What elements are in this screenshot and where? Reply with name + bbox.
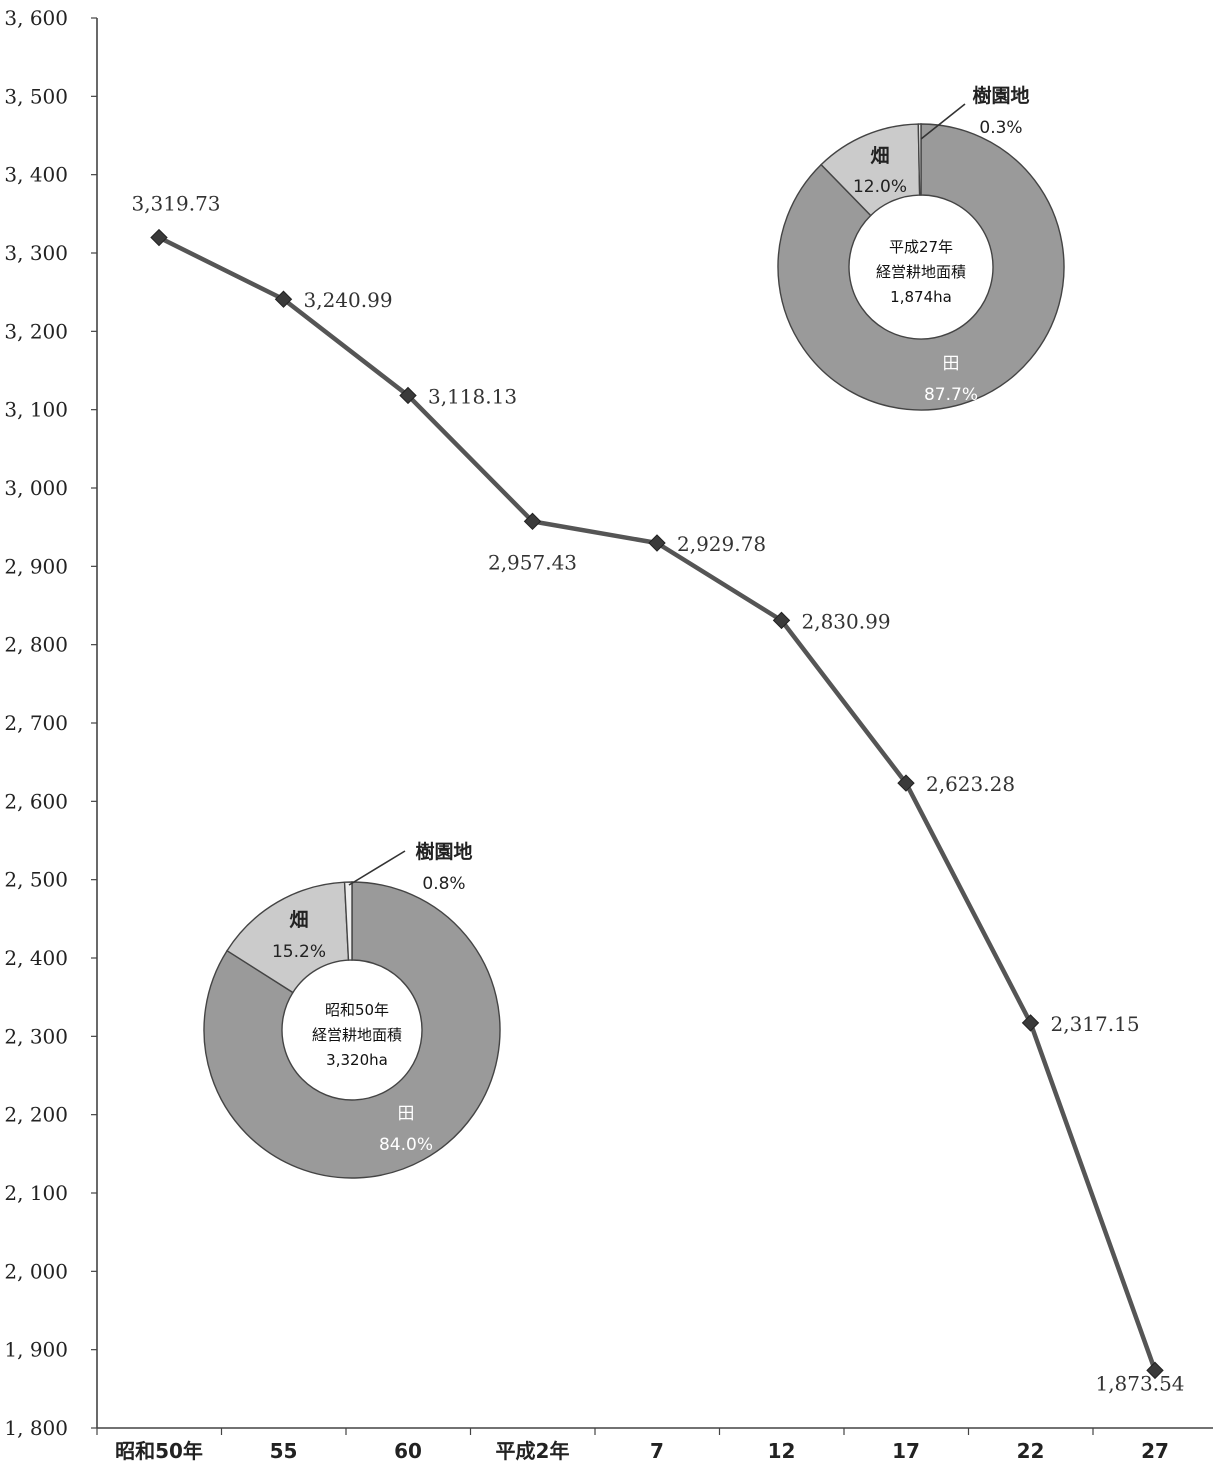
paddy-slice-name: 田 [398, 1104, 415, 1124]
y-tick-label: 2, 400 [4, 946, 68, 970]
data-label: 2,830.99 [802, 609, 891, 633]
field-slice-name: 畑 [289, 909, 308, 931]
orchard-slice-percent: 0.3% [979, 118, 1022, 138]
orchard-slice-name: 樹園地 [415, 840, 472, 863]
data-label: 3,240.99 [304, 288, 393, 312]
donut-center-line-2: 経営耕地面積 [876, 263, 966, 281]
donut-slice-paddy [203, 881, 501, 1179]
paddy-slice-percent: 87.7% [924, 385, 978, 405]
paddy-slice-percent: 84.0% [379, 1135, 433, 1155]
data-point-marker [150, 228, 168, 247]
data-point-marker [274, 290, 293, 308]
x-tick-label: 7 [650, 1439, 664, 1463]
donut-slices [203, 881, 501, 1179]
field-slice-name: 畑 [870, 145, 889, 167]
y-tick-label: 2, 000 [4, 1259, 68, 1283]
data-point-marker [648, 534, 666, 552]
y-tick-label: 2, 300 [4, 1024, 68, 1048]
donut-slice-paddy [777, 123, 1065, 411]
donut-center-line-3: 3,320ha [326, 1051, 388, 1069]
orchard-leader-line [348, 850, 406, 886]
y-tick-label: 2, 100 [4, 1181, 68, 1205]
x-tick-label: 平成2年 [496, 1439, 570, 1463]
donut-slice-orchard [343, 881, 353, 961]
x-tick-label: 17 [892, 1439, 920, 1463]
y-tick-label: 1, 900 [4, 1338, 68, 1362]
orchard-slice-percent: 0.8% [422, 874, 465, 894]
donut-slice-orchard [917, 123, 922, 196]
data-label: 3,118.13 [428, 384, 517, 408]
y-tick-label: 3, 000 [4, 476, 68, 500]
y-tick-label: 1, 800 [4, 1416, 68, 1440]
donut-showa50: 昭和50年 経営耕地面積 3,320ha 畑 15.2% 田 84.0% 樹園地… [203, 840, 501, 1179]
data-point-marker [772, 611, 791, 630]
y-tick-label: 3, 400 [4, 163, 68, 187]
axes: 1, 800 1, 900 2, 000 2, 100 2, 200 2, 300 2, 4… [4, 6, 1213, 1463]
data-markers [150, 228, 1164, 1380]
data-point-marker [523, 512, 542, 531]
data-point-marker [1021, 1014, 1040, 1032]
x-tick-label: 55 [270, 1439, 298, 1463]
y-tick-label: 3, 300 [4, 241, 68, 265]
x-tick-label: 昭和50年 [115, 1439, 203, 1463]
series-line-layer [158, 235, 1158, 1372]
series-line [158, 235, 1158, 1372]
data-point-marker [399, 386, 417, 405]
y-tick-label: 3, 200 [4, 319, 68, 343]
donut-slices [777, 123, 1065, 411]
field-slice-percent: 15.2% [272, 942, 326, 962]
donut-heisei27: 平成27年 経営耕地面積 1,874ha 畑 12.0% 田 87.7% 樹園地… [777, 84, 1065, 411]
x-tick-label: 60 [394, 1439, 422, 1463]
y-tick-label: 2, 700 [4, 711, 68, 735]
field-slice-percent: 12.0% [853, 177, 907, 197]
y-tick-label: 2, 600 [4, 789, 68, 813]
data-labels: 3,319.73 3,240.99 3,118.13 2,957.43 2,929.78… [131, 192, 1184, 1396]
y-tick-label: 3, 500 [4, 84, 68, 108]
data-label: 2,957.43 [488, 550, 577, 574]
donut-center-line-3: 1,874ha [890, 288, 952, 306]
data-label: 2,929.78 [677, 532, 766, 556]
data-point-marker [897, 774, 915, 792]
y-tick-label: 2, 500 [4, 868, 68, 892]
data-label: 2,623.28 [926, 772, 1015, 796]
y-tick-label: 3, 600 [4, 6, 68, 30]
y-tick-label: 2, 800 [4, 633, 68, 657]
x-tick-label: 12 [768, 1439, 796, 1463]
orchard-leader-line [920, 103, 966, 140]
donut-center-line-1: 昭和50年 [325, 1001, 389, 1019]
data-label: 3,319.73 [131, 192, 220, 216]
x-tick-label: 22 [1017, 1439, 1045, 1463]
donut-center-line-1: 平成27年 [889, 238, 953, 256]
x-tick-label: 27 [1141, 1439, 1169, 1463]
data-point-marker [1146, 1361, 1164, 1380]
orchard-slice-name: 樹園地 [972, 84, 1029, 107]
donut-center-line-2: 経営耕地面積 [312, 1026, 402, 1044]
y-tick-label: 2, 200 [4, 1103, 68, 1127]
y-tick-label: 3, 100 [4, 398, 68, 422]
data-label: 1,873.54 [1095, 1371, 1184, 1395]
paddy-slice-name: 田 [943, 354, 960, 374]
y-tick-label: 2, 900 [4, 554, 68, 578]
data-label: 2,317.15 [1051, 1012, 1140, 1036]
